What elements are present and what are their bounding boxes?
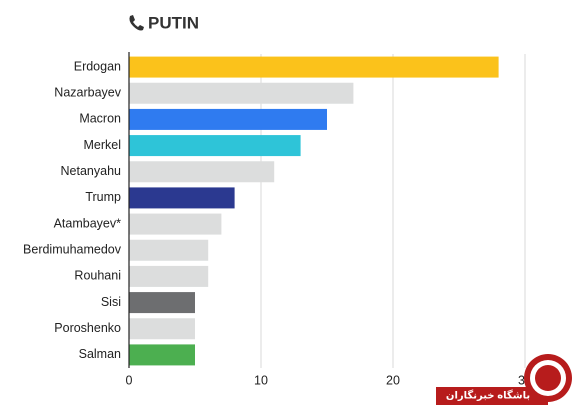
phone-icon xyxy=(129,15,144,31)
y-tick-label: Sisi xyxy=(101,295,121,309)
bar xyxy=(129,265,209,287)
bar xyxy=(129,344,195,366)
y-tick-label: Macron xyxy=(79,112,121,126)
y-tick-label: Netanyahu xyxy=(61,164,122,178)
bar xyxy=(129,239,209,261)
x-tick-label: 10 xyxy=(254,373,268,387)
x-tick-label: 20 xyxy=(386,373,400,387)
x-tick-label: 0 xyxy=(126,373,133,387)
watermark-text: باشگاه خبرنگاران xyxy=(446,389,530,402)
y-tick-label: Trump xyxy=(85,190,121,204)
watermark: باشگاه خبرنگاران xyxy=(436,354,572,405)
y-tick-label: Rouhani xyxy=(74,269,121,283)
y-tick-label: Berdimuhamedov xyxy=(23,243,122,257)
bar xyxy=(129,82,354,104)
bar xyxy=(129,56,499,78)
bar xyxy=(129,108,327,130)
bar xyxy=(129,318,195,340)
bar xyxy=(129,213,222,235)
bar xyxy=(129,292,195,314)
y-tick-label: Salman xyxy=(79,347,121,361)
y-tick-label: Merkel xyxy=(83,138,121,152)
y-tick-label: Poroshenko xyxy=(54,321,121,335)
y-tick-label: Atambayev* xyxy=(54,216,122,230)
bar xyxy=(129,135,301,157)
chart-title: PUTIN xyxy=(148,13,199,32)
bar xyxy=(129,161,275,183)
y-tick-label: Nazarbayev xyxy=(54,86,121,100)
bar xyxy=(129,187,235,209)
y-tick-label: Erdogan xyxy=(74,59,121,73)
